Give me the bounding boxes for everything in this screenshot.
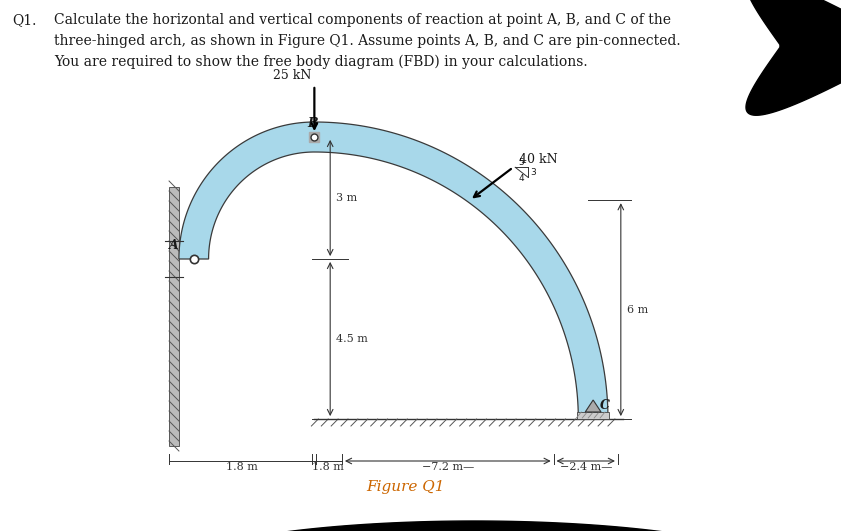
Text: −7.2 m—: −7.2 m—: [422, 462, 474, 472]
Text: Calculate the horizontal and vertical components of reaction at point A, B, and : Calculate the horizontal and vertical co…: [54, 13, 681, 69]
Bar: [577, 412, 609, 419]
Text: C: C: [600, 399, 610, 412]
Text: Figure Q1: Figure Q1: [366, 480, 444, 494]
Text: 25 kN: 25 kN: [273, 69, 311, 82]
Text: −2.4 m—: −2.4 m—: [560, 462, 612, 472]
Text: B: B: [307, 117, 318, 130]
Text: 5: 5: [519, 158, 524, 167]
Text: 40 kN: 40 kN: [519, 153, 557, 166]
Bar: [169, 187, 179, 446]
Polygon shape: [179, 122, 608, 419]
Polygon shape: [158, 521, 791, 531]
Text: 1.8 m: 1.8 m: [312, 462, 344, 472]
Text: 3: 3: [530, 168, 536, 177]
Text: A: A: [169, 239, 179, 252]
Text: Q1.: Q1.: [12, 13, 37, 27]
Text: 1.8 m: 1.8 m: [226, 462, 258, 472]
Text: 3 m: 3 m: [336, 193, 357, 203]
Polygon shape: [746, 0, 851, 115]
Polygon shape: [585, 400, 601, 412]
Text: 6 m: 6 m: [626, 305, 648, 315]
Text: 4.5 m: 4.5 m: [336, 334, 368, 344]
Text: 4: 4: [519, 174, 524, 183]
